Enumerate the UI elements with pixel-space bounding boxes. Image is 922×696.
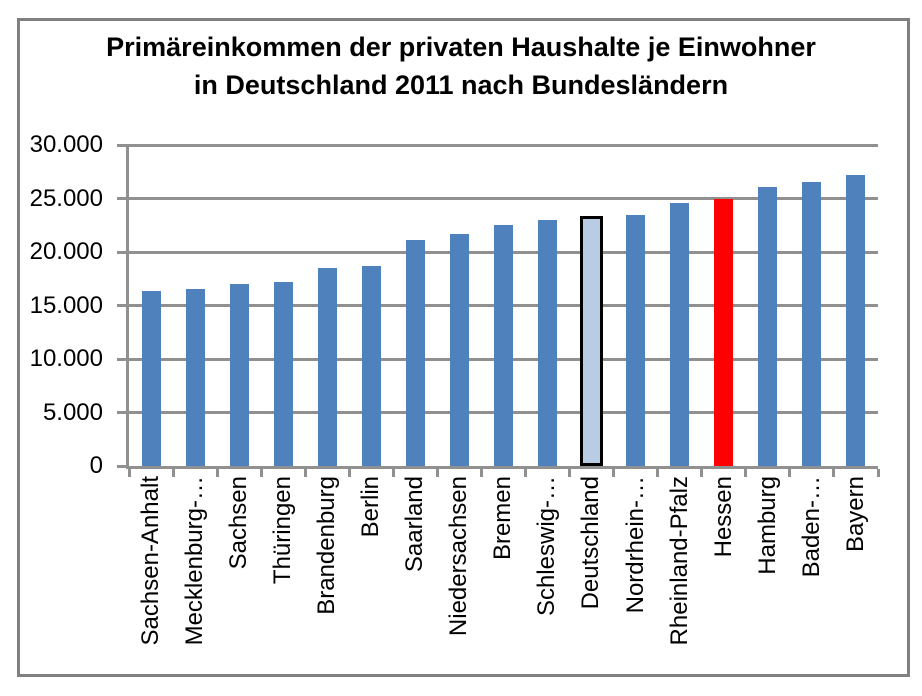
x-tick-12 bbox=[656, 469, 660, 477]
chart-title: Primäreinkommen der privaten Haushalte j… bbox=[20, 28, 902, 104]
bar-nordrhein bbox=[626, 214, 646, 466]
bar-bremen bbox=[494, 224, 513, 466]
x-tick-16 bbox=[832, 469, 836, 477]
gridline-25000 bbox=[129, 197, 878, 200]
x-label-brandenburg: Brandenburg bbox=[313, 476, 341, 615]
y-tick-30000 bbox=[117, 143, 129, 147]
x-label-bremen: Bremen bbox=[489, 476, 517, 561]
x-label-th-ringen: Thüringen bbox=[269, 476, 297, 585]
x-label-mecklenburg: Mecklenburg-… bbox=[180, 476, 208, 646]
x-label-cell-deutschland: Deutschland bbox=[570, 476, 614, 661]
x-label-cell-mecklenburg: Mecklenburg-… bbox=[173, 476, 217, 661]
x-label-niedersachsen: Niedersachsen bbox=[445, 476, 473, 637]
y-label-15000: 15.000 bbox=[29, 291, 103, 319]
x-label-cell-rheinland-pfalz: Rheinland-Pfalz bbox=[658, 476, 702, 661]
x-label-cell-niedersachsen: Niedersachsen bbox=[437, 476, 481, 661]
x-label-cell-saarland: Saarland bbox=[393, 476, 437, 661]
x-tick-1 bbox=[171, 469, 175, 477]
x-label-cell-berlin: Berlin bbox=[349, 476, 393, 661]
x-tick-4 bbox=[303, 469, 307, 477]
x-label-cell-hamburg: Hamburg bbox=[746, 476, 790, 661]
bar-niedersachsen bbox=[449, 233, 469, 466]
x-label-baden: Baden-… bbox=[797, 476, 825, 578]
y-label-0: 0 bbox=[89, 452, 103, 479]
x-label-cell-baden: Baden-… bbox=[790, 476, 834, 661]
x-tick-9 bbox=[524, 469, 528, 477]
x-tick-10 bbox=[568, 469, 572, 477]
x-label-schleswig: Schleswig-… bbox=[533, 476, 561, 617]
y-label-5000: 5.000 bbox=[42, 398, 103, 426]
y-tick-15000 bbox=[117, 304, 129, 307]
y-tick-10000 bbox=[117, 357, 129, 361]
x-tick-2 bbox=[215, 469, 219, 477]
bar-berlin bbox=[361, 265, 381, 466]
bar-rheinland-pfalz bbox=[670, 203, 690, 466]
y-label-10000: 10.000 bbox=[29, 345, 103, 372]
x-label-cell-hessen: Hessen bbox=[702, 476, 746, 661]
gridline-30000 bbox=[129, 143, 878, 147]
bar-hamburg bbox=[758, 186, 778, 466]
x-tick-14 bbox=[744, 469, 748, 477]
y-label-30000: 30.000 bbox=[29, 131, 103, 158]
x-tick-6 bbox=[391, 469, 395, 477]
y-tick-25000 bbox=[117, 197, 129, 200]
y-tick-20000 bbox=[117, 250, 129, 254]
y-tick-5000 bbox=[117, 411, 129, 414]
bar-saarland bbox=[405, 240, 425, 466]
x-label-cell-nordrhein: Nordrhein-… bbox=[614, 476, 658, 661]
x-label-nordrhein: Nordrhein-… bbox=[621, 476, 649, 614]
bar-mecklenburg bbox=[185, 289, 205, 466]
bar-sachsen-anhalt bbox=[141, 290, 161, 466]
x-label-sachsen: Sachsen bbox=[224, 476, 252, 570]
x-tick-5 bbox=[347, 469, 351, 477]
bar-baden bbox=[802, 182, 822, 466]
x-label-cell-brandenburg: Brandenburg bbox=[305, 476, 349, 661]
x-label-cell-sachsen: Sachsen bbox=[217, 476, 261, 661]
x-tick-8 bbox=[479, 469, 483, 477]
x-label-cell-sachsen-anhalt: Sachsen-Anhalt bbox=[129, 476, 173, 661]
x-label-rheinland-pfalz: Rheinland-Pfalz bbox=[665, 476, 693, 646]
x-axis-labels: Sachsen-Anhalt Mecklenburg-… Sachsen Thürin… bbox=[129, 476, 878, 661]
x-tick-17 bbox=[876, 469, 880, 477]
x-label-sachsen-anhalt: Sachsen-Anhalt bbox=[136, 476, 164, 646]
x-label-deutschland: Deutschland bbox=[577, 476, 605, 610]
x-label-cell-th-ringen: Thüringen bbox=[261, 476, 305, 661]
bar-brandenburg bbox=[317, 267, 337, 466]
bar-bayern bbox=[846, 174, 866, 466]
x-label-cell-bremen: Bremen bbox=[482, 476, 526, 661]
x-tick-13 bbox=[700, 469, 704, 477]
chart-title-line2: in Deutschland 2011 nach Bundesländern bbox=[193, 70, 729, 100]
x-label-bayern: Bayern bbox=[841, 476, 869, 553]
x-tick-15 bbox=[788, 469, 792, 477]
x-label-cell-bayern: Bayern bbox=[834, 476, 878, 661]
y-tick-0 bbox=[117, 464, 129, 468]
x-label-berlin: Berlin bbox=[357, 476, 385, 538]
chart-title-line1: Primäreinkommen der privaten Haushalte j… bbox=[106, 32, 816, 62]
x-tick-0 bbox=[127, 469, 131, 477]
x-label-hamburg: Hamburg bbox=[753, 476, 781, 575]
bar-schleswig bbox=[538, 220, 558, 466]
x-tick-11 bbox=[612, 469, 616, 477]
plot-area bbox=[126, 143, 878, 469]
y-label-25000: 25.000 bbox=[29, 184, 103, 212]
bar-th-ringen bbox=[273, 281, 293, 466]
bar-sachsen bbox=[229, 283, 249, 466]
x-tick-7 bbox=[435, 469, 439, 477]
x-label-hessen: Hessen bbox=[709, 476, 737, 558]
bar-deutschland bbox=[580, 216, 604, 466]
bar-hessen bbox=[714, 199, 734, 466]
x-label-cell-schleswig: Schleswig-… bbox=[526, 476, 570, 661]
y-label-20000: 20.000 bbox=[29, 238, 103, 265]
x-label-saarland: Saarland bbox=[401, 476, 429, 573]
x-tick-3 bbox=[259, 469, 263, 477]
